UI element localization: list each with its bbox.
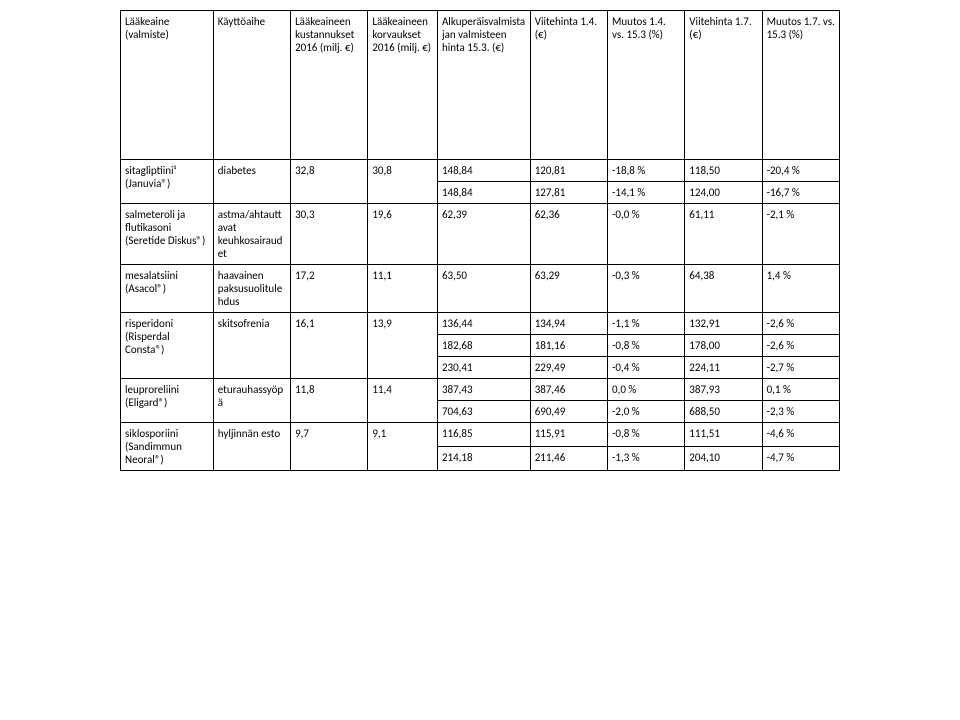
cell-chg-1-4: -0,0 % <box>608 204 685 265</box>
cell-chg-1-4: -0,3 % <box>608 265 685 313</box>
cell-ref-1-4: 120,81 <box>530 160 607 182</box>
cell-chg-1-4: -2,0 % <box>608 401 685 423</box>
cell-ref-1-4: 63,29 <box>530 265 607 313</box>
cell-chg-1-4: 0,0 % <box>608 379 685 401</box>
cell-reimb: 9,1 <box>368 423 438 471</box>
cell-orig-price: 387,43 <box>437 379 530 401</box>
cell-ref-1-4: 229,49 <box>530 357 607 379</box>
cell-indication: astma/ahtauttavat keuhkosairaudet <box>213 204 290 265</box>
col-chg-1-7: Muutos 1.7. vs. 15.3 (%) <box>762 11 839 160</box>
cell-chg-1-7: -4,7 % <box>762 447 839 471</box>
cell-chg-1-7: -16,7 % <box>762 182 839 204</box>
cell-orig-price: 148,84 <box>437 182 530 204</box>
table-row: mesalatsiini (Asacol®)haavainen paksusuo… <box>121 265 840 313</box>
cell-ref-1-7: 178,00 <box>685 335 762 357</box>
cell-drug: siklosporiini (Sandimmun Neoral®) <box>121 423 214 471</box>
table-row: leuproreliini (Eligard®)eturauhassyöpä11… <box>121 379 840 401</box>
cell-ref-1-4: 134,94 <box>530 313 607 335</box>
cell-cost: 30,3 <box>291 204 368 265</box>
table-row: siklosporiini (Sandimmun Neoral®)hyljinn… <box>121 423 840 447</box>
col-drug: Lääkeaine (valmiste) <box>121 11 214 160</box>
cell-drug: leuproreliini (Eligard®) <box>121 379 214 423</box>
cell-ref-1-7: 118,50 <box>685 160 762 182</box>
cell-indication: skitsofrenia <box>213 313 290 379</box>
cell-cost: 32,8 <box>291 160 368 204</box>
cell-chg-1-7: -2,6 % <box>762 335 839 357</box>
table-row: sitagliptiini¹ (Januvia®)diabetes32,830,… <box>121 160 840 182</box>
cell-chg-1-4: -18,8 % <box>608 160 685 182</box>
col-cost: Lääkeaineen kustannukset 2016 (milj. €) <box>291 11 368 160</box>
cell-cost: 9,7 <box>291 423 368 471</box>
cell-ref-1-7: 224,11 <box>685 357 762 379</box>
cell-chg-1-4: -0,4 % <box>608 357 685 379</box>
cell-ref-1-7: 688,50 <box>685 401 762 423</box>
cell-ref-1-7: 61,11 <box>685 204 762 265</box>
cell-chg-1-7: -2,3 % <box>762 401 839 423</box>
cell-orig-price: 230,41 <box>437 357 530 379</box>
cell-ref-1-4: 62,36 <box>530 204 607 265</box>
cell-ref-1-7: 64,38 <box>685 265 762 313</box>
cell-ref-1-7: 387,93 <box>685 379 762 401</box>
cell-ref-1-4: 115,91 <box>530 423 607 447</box>
col-chg-1-4: Muutos 1.4. vs. 15.3 (%) <box>608 11 685 160</box>
cell-chg-1-4: -0,8 % <box>608 335 685 357</box>
cell-chg-1-4: -1,1 % <box>608 313 685 335</box>
table-row: salmeteroli ja flutikasoni (Seretide Dis… <box>121 204 840 265</box>
cell-ref-1-4: 387,46 <box>530 379 607 401</box>
table-header-row: Lääkeaine (valmiste) Käyttöaihe Lääkeain… <box>121 11 840 160</box>
cell-drug: mesalatsiini (Asacol®) <box>121 265 214 313</box>
cell-indication: haavainen paksusuolitulehdus <box>213 265 290 313</box>
drug-price-table: Lääkeaine (valmiste) Käyttöaihe Lääkeain… <box>120 10 840 471</box>
cell-chg-1-7: -2,7 % <box>762 357 839 379</box>
cell-indication: hyljinnän esto <box>213 423 290 471</box>
cell-chg-1-4: -0,8 % <box>608 423 685 447</box>
cell-ref-1-7: 204,10 <box>685 447 762 471</box>
cell-ref-1-4: 181,16 <box>530 335 607 357</box>
cell-ref-1-4: 127,81 <box>530 182 607 204</box>
cell-ref-1-7: 124,00 <box>685 182 762 204</box>
cell-reimb: 19,6 <box>368 204 438 265</box>
cell-indication: diabetes <box>213 160 290 204</box>
cell-orig-price: 116,85 <box>437 423 530 447</box>
cell-orig-price: 704,63 <box>437 401 530 423</box>
cell-orig-price: 63,50 <box>437 265 530 313</box>
cell-orig-price: 62,39 <box>437 204 530 265</box>
cell-orig-price: 136,44 <box>437 313 530 335</box>
cell-drug: risperidoni (Risperdal Consta®) <box>121 313 214 379</box>
cell-drug: salmeteroli ja flutikasoni (Seretide Dis… <box>121 204 214 265</box>
col-ref-1-4: Viitehinta 1.4. (€) <box>530 11 607 160</box>
cell-reimb: 11,4 <box>368 379 438 423</box>
cell-indication: eturauhassyöpä <box>213 379 290 423</box>
cell-cost: 11,8 <box>291 379 368 423</box>
cell-ref-1-7: 132,91 <box>685 313 762 335</box>
cell-chg-1-4: -14,1 % <box>608 182 685 204</box>
cell-chg-1-7: 0,1 % <box>762 379 839 401</box>
cell-reimb: 13,9 <box>368 313 438 379</box>
cell-cost: 16,1 <box>291 313 368 379</box>
cell-orig-price: 148,84 <box>437 160 530 182</box>
cell-reimb: 30,8 <box>368 160 438 204</box>
cell-orig-price: 214,18 <box>437 447 530 471</box>
table-row: risperidoni (Risperdal Consta®)skitsofre… <box>121 313 840 335</box>
col-ref-1-7: Viitehinta 1.7. (€) <box>685 11 762 160</box>
cell-orig-price: 182,68 <box>437 335 530 357</box>
cell-ref-1-4: 690,49 <box>530 401 607 423</box>
cell-chg-1-7: -2,1 % <box>762 204 839 265</box>
col-indication: Käyttöaihe <box>213 11 290 160</box>
cell-chg-1-4: -1,3 % <box>608 447 685 471</box>
cell-ref-1-4: 211,46 <box>530 447 607 471</box>
cell-chg-1-7: 1,4 % <box>762 265 839 313</box>
cell-chg-1-7: -4,6 % <box>762 423 839 447</box>
cell-reimb: 11,1 <box>368 265 438 313</box>
cell-chg-1-7: -2,6 % <box>762 313 839 335</box>
cell-drug: sitagliptiini¹ (Januvia®) <box>121 160 214 204</box>
cell-chg-1-7: -20,4 % <box>762 160 839 182</box>
cell-cost: 17,2 <box>291 265 368 313</box>
col-orig-price: Alkuperäisvalmistajan valmisteen hinta 1… <box>437 11 530 160</box>
col-reimb: Lääkeaineen korvaukset 2016 (milj. €) <box>368 11 438 160</box>
cell-ref-1-7: 111,51 <box>685 423 762 447</box>
